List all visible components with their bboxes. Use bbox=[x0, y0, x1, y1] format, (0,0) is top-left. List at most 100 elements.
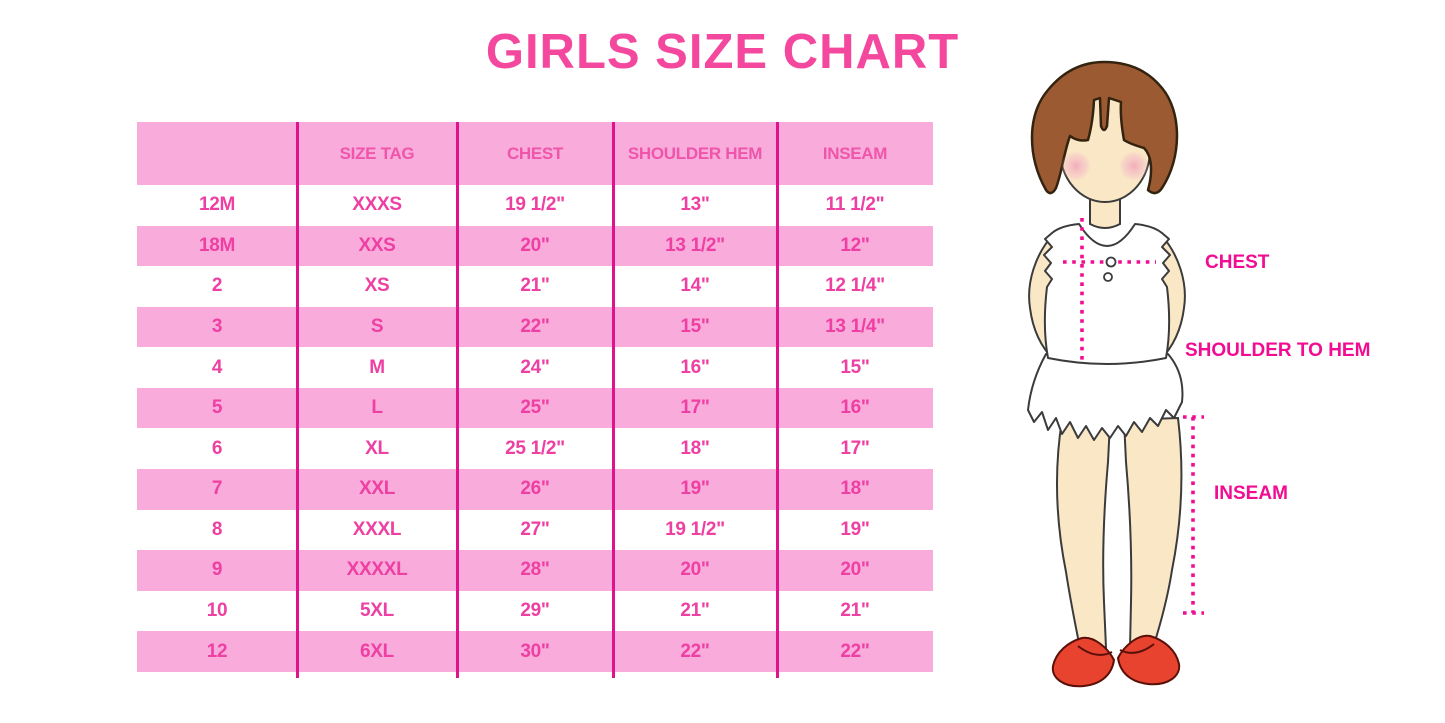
table-cell: 20" bbox=[680, 559, 710, 581]
table-cell: 15" bbox=[680, 316, 710, 338]
table-column-divider bbox=[612, 122, 615, 678]
girl-measurement-illustration bbox=[1027, 60, 1204, 688]
table-cell: 25" bbox=[520, 397, 550, 419]
table-cell: XXXS bbox=[352, 194, 402, 216]
table-column-divider bbox=[296, 122, 299, 678]
table-cell: 9 bbox=[211, 559, 223, 581]
table-header-cell: INSEAM bbox=[822, 143, 888, 163]
table-row: 5 L 25" 17" 16" bbox=[137, 387, 933, 429]
table-cell: 22" bbox=[680, 640, 710, 662]
table-cell: 19" bbox=[680, 478, 710, 500]
page-title: GIRLS SIZE CHART bbox=[485, 25, 960, 79]
table-cell: 20" bbox=[840, 559, 870, 581]
table-cell: 12 bbox=[206, 640, 228, 662]
table-cell: 24" bbox=[520, 356, 550, 378]
table-cell: 2 bbox=[211, 275, 223, 297]
table-cell: 27" bbox=[520, 518, 550, 540]
chest-label: CHEST bbox=[1205, 252, 1270, 273]
table-cell: 18" bbox=[840, 478, 870, 500]
table-cell: 22" bbox=[840, 640, 870, 662]
table-row: 7 XXL 26" 19" 18" bbox=[137, 469, 933, 510]
table-cell: XXL bbox=[358, 478, 396, 500]
table-cell: 16" bbox=[680, 356, 710, 378]
girl-shoe-left bbox=[1051, 636, 1115, 688]
table-cell: XXXXL bbox=[346, 559, 408, 581]
table-row: 2 XS 21" 14" 12 1/4" bbox=[137, 266, 933, 307]
table-cell: 13 1/4" bbox=[825, 316, 885, 338]
table-row: 10 5XL 29" 21" 21" bbox=[137, 591, 933, 632]
table-cell: 18" bbox=[680, 437, 710, 459]
table-cell: 12 1/4" bbox=[825, 275, 885, 297]
size-table-body: 12M XXXS 19 1/2" 13" 11 1/2" 18M XXS 20" 13 1/2"… bbox=[137, 185, 933, 672]
table-row: 18M XXS 20" 13 1/2" 12" bbox=[137, 225, 933, 267]
table-cell: 28" bbox=[520, 559, 550, 581]
table-column-divider bbox=[776, 122, 779, 678]
table-cell: 19 1/2" bbox=[665, 518, 725, 540]
table-cell: 16" bbox=[840, 397, 870, 419]
table-cell: 13" bbox=[680, 194, 710, 216]
table-cell: 6XL bbox=[360, 640, 394, 662]
shoulder-to-hem-label: SHOULDER TO HEM bbox=[1185, 340, 1371, 361]
table-cell: 13 1/2" bbox=[665, 234, 725, 256]
table-cell: 5XL bbox=[360, 600, 394, 622]
table-cell: 25 1/2" bbox=[505, 437, 565, 459]
girl-top-button-1 bbox=[1105, 256, 1117, 268]
table-cell: XXS bbox=[358, 234, 396, 256]
table-cell: 11 1/2" bbox=[825, 194, 885, 216]
table-cell: 10 bbox=[206, 600, 228, 622]
girl-leg-left bbox=[1056, 418, 1112, 649]
table-cell: XXXL bbox=[352, 518, 402, 540]
girl-blush-right bbox=[1119, 151, 1149, 181]
girl-top bbox=[1043, 223, 1171, 365]
table-cell: 18M bbox=[198, 234, 236, 256]
table-column-divider bbox=[456, 122, 459, 678]
size-table: SIZE TAG CHEST SHOULDER HEM INSEAM 12M XXXS 1… bbox=[137, 122, 933, 678]
table-header-cell: SIZE TAG bbox=[339, 143, 415, 163]
girl-shoe-strap-right bbox=[1119, 643, 1155, 654]
table-cell: 21" bbox=[520, 275, 550, 297]
table-row: 9 XXXXL 28" 20" 20" bbox=[137, 550, 933, 591]
table-cell: M bbox=[369, 356, 385, 378]
girl-shoe-right bbox=[1117, 634, 1181, 686]
table-cell: 7 bbox=[211, 478, 223, 500]
table-row: 12 6XL 30" 22" 22" bbox=[137, 631, 933, 672]
table-cell: 17" bbox=[840, 437, 870, 459]
inseam-label: INSEAM bbox=[1214, 483, 1288, 504]
table-row: 3 S 22" 15" 13 1/4" bbox=[137, 306, 933, 348]
table-cell: 21" bbox=[680, 600, 710, 622]
table-cell: 26" bbox=[520, 478, 550, 500]
girl-top-button-2 bbox=[1103, 272, 1113, 282]
table-row: 4 M 24" 16" 15" bbox=[137, 347, 933, 388]
table-cell: L bbox=[371, 397, 383, 419]
table-cell: 3 bbox=[211, 316, 223, 338]
table-cell: 14" bbox=[680, 275, 710, 297]
table-header-cell: CHEST bbox=[506, 143, 564, 163]
table-cell: 5 bbox=[211, 397, 223, 419]
table-cell: 19 1/2" bbox=[505, 194, 565, 216]
table-cell: 8 bbox=[211, 518, 223, 540]
table-cell: S bbox=[370, 316, 384, 338]
table-cell: 21" bbox=[840, 600, 870, 622]
girl-leg-right bbox=[1122, 416, 1183, 649]
table-cell: 6 bbox=[211, 437, 223, 459]
table-cell: 12" bbox=[840, 234, 870, 256]
table-cell: XL bbox=[365, 437, 389, 459]
table-row: 8 XXXL 27" 19 1/2" 19" bbox=[137, 510, 933, 551]
table-cell: 15" bbox=[840, 356, 870, 378]
table-cell: 4 bbox=[211, 356, 223, 378]
table-cell: 22" bbox=[520, 316, 550, 338]
table-cell: 30" bbox=[520, 640, 550, 662]
table-row: 6 XL 25 1/2" 18" 17" bbox=[137, 428, 933, 469]
girl-blush-left bbox=[1061, 151, 1091, 181]
table-cell: 20" bbox=[520, 234, 550, 256]
table-cell: 17" bbox=[680, 397, 710, 419]
table-header-cell: SHOULDER HEM bbox=[627, 143, 763, 163]
table-cell: XS bbox=[364, 275, 390, 297]
table-cell: 12M bbox=[198, 194, 236, 216]
girl-hair bbox=[1030, 60, 1179, 195]
girl-shoe-strap-left bbox=[1077, 645, 1113, 656]
table-header-row: SIZE TAG CHEST SHOULDER HEM INSEAM bbox=[137, 122, 933, 185]
table-cell: 29" bbox=[520, 600, 550, 622]
table-cell: 19" bbox=[840, 518, 870, 540]
